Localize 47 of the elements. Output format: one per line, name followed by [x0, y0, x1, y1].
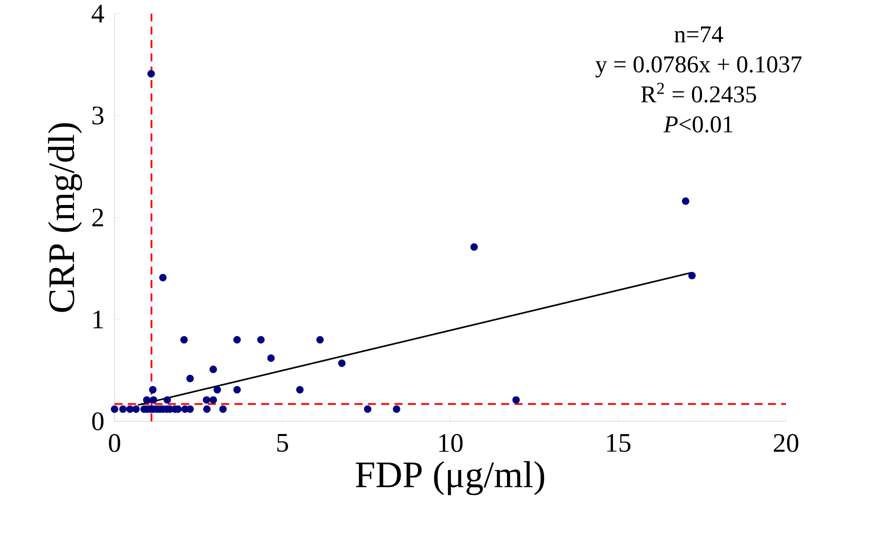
x-tick-label: 15	[607, 434, 630, 452]
point	[159, 274, 167, 282]
point	[214, 386, 222, 394]
point	[392, 405, 400, 413]
point	[688, 272, 696, 280]
y-axis-title: CRP (mg/dl)	[48, 123, 82, 312]
y-tick-label: 4	[92, 4, 104, 22]
annotation: R$^{2}$ = 0.2435	[641, 82, 756, 102]
point	[164, 396, 171, 404]
annotation: P<0.01	[663, 116, 732, 132]
point	[338, 359, 346, 367]
point	[202, 396, 210, 404]
point	[180, 336, 188, 344]
annotation: n=74	[674, 26, 724, 42]
point	[470, 243, 478, 251]
y-tick-label: 1	[94, 310, 103, 328]
point	[210, 365, 217, 373]
point	[143, 396, 151, 404]
point	[296, 386, 304, 394]
y-tick-label: 3	[92, 106, 104, 124]
point	[267, 354, 275, 362]
point	[150, 396, 158, 404]
point	[364, 405, 372, 413]
point	[186, 374, 194, 382]
x-tick-label: 10	[439, 434, 463, 452]
point	[257, 336, 265, 344]
point	[219, 405, 227, 413]
x-tick-label: 0	[108, 434, 120, 452]
point	[126, 405, 134, 413]
x-axis-title: FDP (μg/ml)	[356, 461, 544, 495]
y-tick-label: 2	[92, 208, 104, 226]
y-tick-label: 0	[92, 412, 104, 430]
point	[203, 405, 211, 413]
point	[682, 197, 690, 205]
annotation: y = 0.0786x + 0.1037	[595, 56, 802, 78]
point	[512, 396, 520, 404]
point	[233, 386, 241, 394]
point	[210, 396, 217, 404]
point	[316, 336, 324, 344]
point	[110, 405, 118, 413]
point	[147, 70, 155, 78]
point	[132, 405, 140, 413]
point	[233, 336, 241, 344]
x-tick-label: 5	[277, 434, 288, 452]
point	[149, 386, 157, 394]
x-tick-label: 20	[774, 434, 798, 452]
point	[119, 405, 127, 413]
